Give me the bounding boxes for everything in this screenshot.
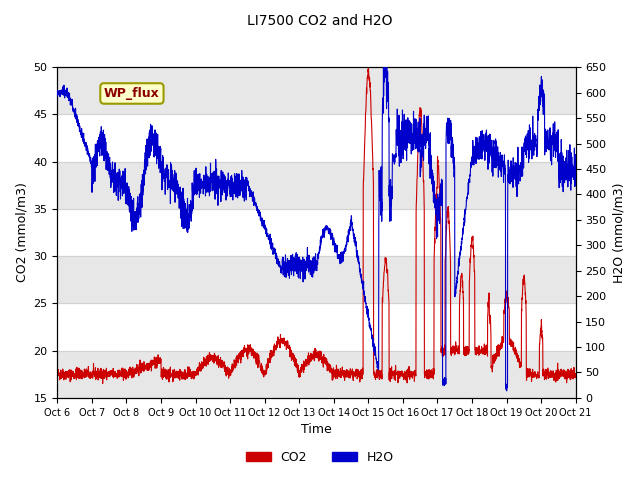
Bar — [58, 67, 575, 114]
X-axis label: Time: Time — [301, 423, 332, 436]
Text: LI7500 CO2 and H2O: LI7500 CO2 and H2O — [247, 14, 393, 28]
Y-axis label: CO2 (mmol/m3): CO2 (mmol/m3) — [15, 182, 28, 283]
Bar — [58, 162, 575, 209]
Y-axis label: H2O (mmol/m3): H2O (mmol/m3) — [612, 182, 625, 283]
Text: WP_flux: WP_flux — [104, 87, 160, 100]
Legend: CO2, H2O: CO2, H2O — [241, 446, 399, 469]
Bar — [58, 256, 575, 303]
Bar — [58, 351, 575, 398]
